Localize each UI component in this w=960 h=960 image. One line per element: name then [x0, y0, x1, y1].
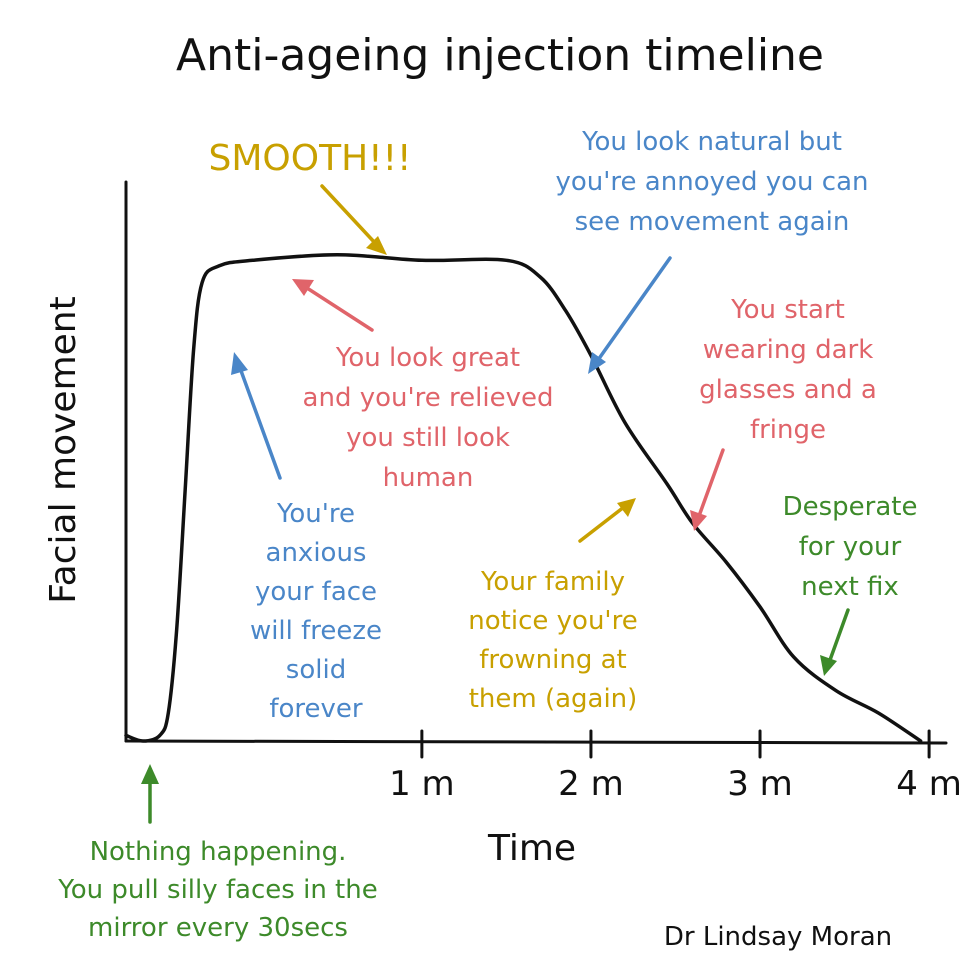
anxious-line: solid — [286, 655, 346, 685]
anxious-line: You're — [276, 499, 355, 529]
dark-glasses-text: You start wearing dark glasses and a fringe — [699, 295, 877, 445]
desperate-line: Desperate — [783, 492, 918, 522]
dark-glasses-line: You start — [730, 295, 845, 325]
anxious-text: You're anxious your face will freeze solid fo… — [250, 499, 382, 724]
nothing-line: You pull silly faces in the — [57, 875, 377, 905]
x-tick-label: 4 m — [896, 764, 960, 804]
anxious-line: will freeze — [250, 616, 382, 646]
look-great-line: and you're relieved — [303, 383, 554, 413]
natural-line: You look natural but — [581, 127, 842, 157]
nothing-text: Nothing happening. You pull silly faces i… — [57, 837, 377, 943]
smooth-text: SMOOTH!!! — [209, 138, 412, 179]
anxious-line: forever — [269, 694, 363, 724]
natural-line: you're annoyed you can — [556, 167, 869, 197]
nothing-line: Nothing happening. — [90, 837, 347, 867]
x-tick-label: 2 m — [558, 764, 624, 804]
look-great-arrow — [292, 279, 374, 332]
desperate-line: for your — [799, 532, 902, 562]
look-great-line: human — [383, 463, 474, 493]
annotation-arrows — [141, 184, 850, 824]
x-ticks: 1 m 2 m 3 m 4 m — [389, 729, 960, 804]
natural-line: see movement again — [575, 207, 850, 237]
family-text: Your family notice you're frowning at them … — [468, 567, 637, 714]
x-tick-label: 1 m — [389, 764, 455, 804]
x-axis-line — [124, 739, 948, 745]
dark-glasses-arrow — [690, 448, 725, 531]
look-great-line: you still look — [346, 423, 510, 453]
anxious-arrow — [231, 352, 282, 480]
natural-arrow — [588, 256, 672, 374]
x-tick-label: 3 m — [727, 764, 793, 804]
dark-glasses-line: wearing dark — [703, 335, 874, 365]
smooth-line: SMOOTH!!! — [209, 138, 412, 179]
nothing-arrow — [141, 764, 159, 824]
dark-glasses-line: fringe — [750, 415, 826, 445]
family-line: frowning at — [479, 645, 627, 675]
anxious-line: anxious — [266, 538, 367, 568]
desperate-arrow — [820, 608, 850, 676]
dark-glasses-line: glasses and a — [699, 375, 877, 405]
nothing-line: mirror every 30secs — [88, 913, 348, 943]
smooth-arrow — [320, 184, 387, 255]
desperate-line: next fix — [801, 572, 899, 602]
family-arrow — [578, 498, 636, 543]
x-axis-title: Time — [487, 828, 576, 869]
natural-text: You look natural but you're annoyed you c… — [556, 127, 869, 237]
series-line — [124, 252, 923, 743]
y-axis-title: Facial movement — [43, 296, 84, 603]
family-line: notice you're — [468, 606, 637, 636]
chart-title: Anti-ageing injection timeline — [176, 30, 824, 81]
family-line: Your family — [480, 567, 625, 597]
look-great-line: You look great — [335, 343, 520, 373]
credit: Dr Lindsay Moran — [664, 922, 892, 952]
desperate-text: Desperate for your next fix — [783, 492, 918, 602]
look-great-text: You look great and you're relieved you sti… — [303, 343, 554, 493]
anxious-line: your face — [255, 577, 377, 607]
family-line: them (again) — [469, 684, 638, 714]
